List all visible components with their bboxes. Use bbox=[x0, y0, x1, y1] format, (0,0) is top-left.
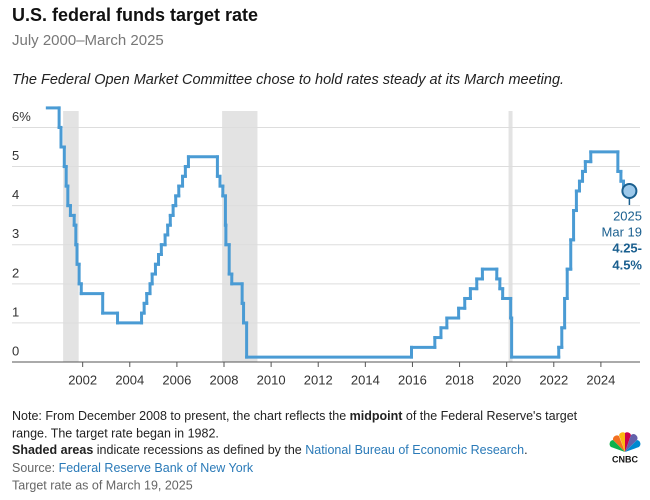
note-text: indicate recessions as defined by the bbox=[93, 443, 305, 457]
logo-feather bbox=[619, 432, 625, 452]
footer: Target rate as of March 19, 2025 bbox=[12, 478, 193, 492]
x-tick-label: 2020 bbox=[492, 372, 521, 387]
note: range. The target rate began in 1982. bbox=[12, 426, 219, 440]
y-tick-label: 5 bbox=[12, 148, 19, 163]
note-emphasis: Shaded areas bbox=[12, 443, 93, 457]
end-label: 2025 bbox=[613, 208, 642, 223]
end-marker bbox=[621, 182, 638, 199]
x-tick-label: 2012 bbox=[304, 372, 333, 387]
note: Shaded areas indicate recessions as defi… bbox=[12, 443, 528, 457]
logo: CNBC bbox=[609, 432, 641, 464]
recession-band bbox=[508, 111, 513, 362]
logo-feather bbox=[612, 435, 625, 452]
plot-area: 0 1 2 3 4 5 6% 2002 2004 2006 2008 2010 2012 2014 2016… bbox=[12, 106, 642, 387]
logo-feather bbox=[625, 432, 631, 452]
note-text: Note: From December 2008 to present, the… bbox=[12, 409, 350, 423]
note: Note: From December 2008 to present, the… bbox=[12, 409, 578, 423]
y-tick-label: 3 bbox=[12, 226, 19, 241]
x-tick-label: 2018 bbox=[445, 372, 474, 387]
source: Source: Federal Reserve Bank of New York bbox=[12, 461, 254, 475]
note-text: of the Federal Reserve's target bbox=[402, 409, 577, 423]
note-link[interactable]: National Bureau of Economic Research bbox=[305, 443, 524, 457]
x-tick-label: 2014 bbox=[351, 372, 380, 387]
chart-annotation: The Federal Open Market Committee chose … bbox=[12, 72, 564, 88]
logo-feather bbox=[609, 440, 625, 452]
x-tick-label: 2010 bbox=[257, 372, 286, 387]
y-tick-label: 2 bbox=[12, 265, 19, 280]
x-tick-label: 2022 bbox=[539, 372, 568, 387]
note-emphasis: midpoint bbox=[350, 409, 404, 423]
x-tick-label: 2002 bbox=[68, 372, 97, 387]
recession-band bbox=[222, 111, 258, 362]
x-tick-label: 2008 bbox=[210, 372, 239, 387]
note-text: . bbox=[524, 443, 527, 457]
source-label: Source: bbox=[12, 461, 59, 475]
logo-feather bbox=[625, 440, 641, 452]
x-tick-label: 2024 bbox=[586, 372, 615, 387]
x-tick-label: 2004 bbox=[115, 372, 144, 387]
chart-subtitle: July 2000–March 2025 bbox=[12, 32, 164, 49]
y-tick-label: 0 bbox=[12, 343, 19, 358]
logo-feather bbox=[625, 434, 638, 452]
chart-title: U.S. federal funds target rate bbox=[12, 5, 258, 25]
end-label: Mar 19 bbox=[602, 224, 642, 239]
x-tick-label: 2006 bbox=[162, 372, 191, 387]
source-link[interactable]: Federal Reserve Bank of New York bbox=[59, 461, 254, 475]
y-tick-label: 4 bbox=[12, 187, 19, 202]
y-tick-label: 1 bbox=[12, 304, 19, 319]
end-value-label: 4.5% bbox=[612, 257, 642, 272]
y-tick-label: 6% bbox=[12, 109, 31, 124]
x-tick-label: 2016 bbox=[398, 372, 427, 387]
end-value-label: 4.25- bbox=[612, 240, 642, 255]
logo-text: CNBC bbox=[612, 454, 638, 464]
